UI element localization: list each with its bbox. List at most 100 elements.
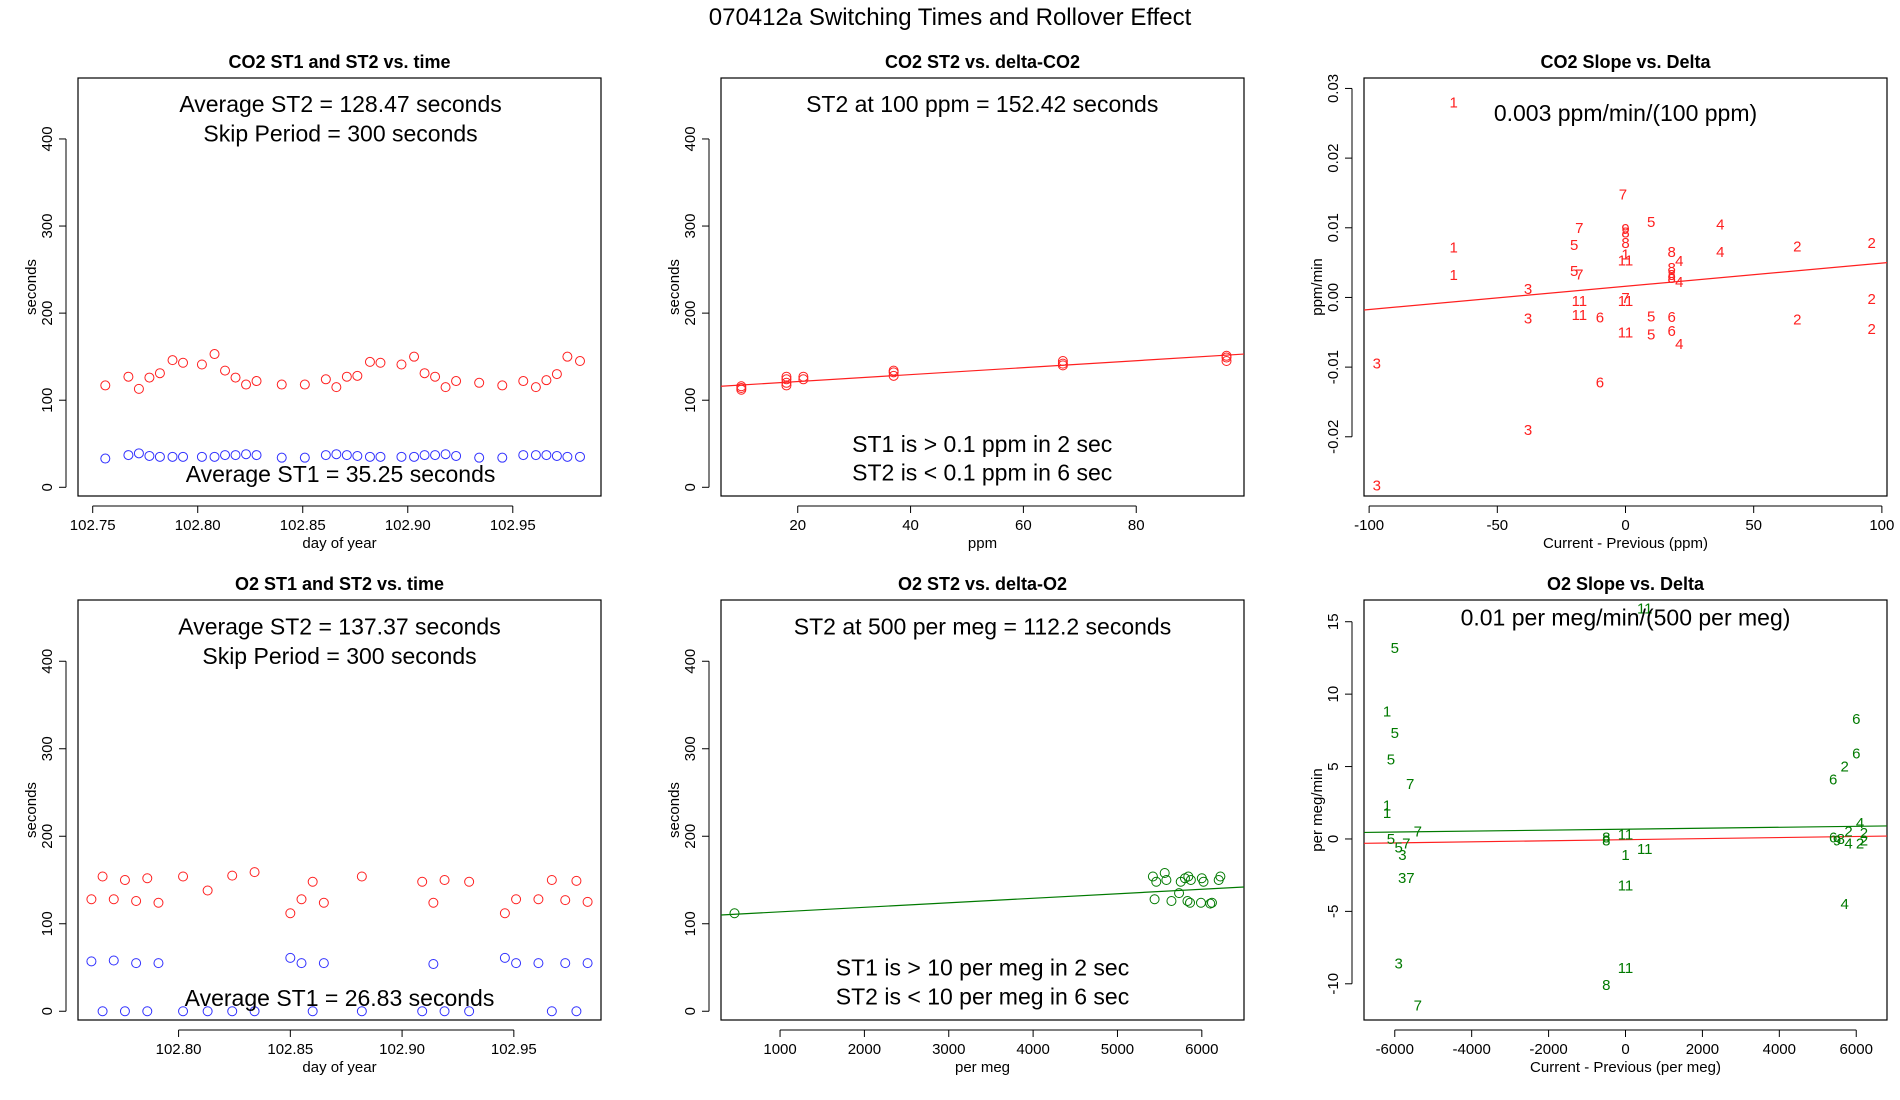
point-label: 2 xyxy=(1856,835,1864,852)
data-point-st2 xyxy=(1195,897,1206,908)
point-label: 6 xyxy=(1596,310,1604,327)
point-label: 2 xyxy=(1793,312,1801,329)
fit-line-red xyxy=(1363,835,1888,844)
data-point-st1-high xyxy=(131,958,142,969)
x-tick-label: 102.80 xyxy=(156,1041,202,1058)
data-point-st1 xyxy=(352,450,363,461)
x-tick-label: -2000 xyxy=(1529,1041,1567,1058)
data-point-st2 xyxy=(582,896,593,907)
data-point-st2 xyxy=(1206,897,1217,908)
data-point-st1 xyxy=(276,452,287,463)
y-tick-label: -0.01 xyxy=(1325,350,1342,384)
data-point-st1-high xyxy=(428,959,439,969)
data-point-st2 xyxy=(178,357,189,368)
point-label: 5 xyxy=(1647,308,1655,325)
y-tick-label: 10 xyxy=(1325,686,1342,703)
point-label: 11 xyxy=(1618,960,1634,977)
x-tick-label: 102.85 xyxy=(280,517,326,534)
point-label: 4 xyxy=(1675,336,1683,353)
point-label: 7 xyxy=(1414,998,1422,1015)
data-point-st2 xyxy=(202,885,213,896)
x-tick-label: 102.80 xyxy=(175,517,221,534)
annotation-text: ST2 at 100 ppm = 152.42 seconds xyxy=(806,91,1158,117)
point-label: 5 xyxy=(1387,751,1395,768)
point-label: 6 xyxy=(1829,772,1837,789)
chart-title: CO2 ST2 vs. delta-CO2 xyxy=(885,52,1080,72)
data-point-st2 xyxy=(533,894,544,905)
fit-line-red xyxy=(1363,262,1888,311)
data-point-st2 xyxy=(249,867,260,878)
data-point-st2 xyxy=(541,375,552,386)
annotation-text: Average ST1 = 26.83 seconds xyxy=(185,985,495,1011)
y-tick-label: 200 xyxy=(682,301,699,326)
data-point-st1-high xyxy=(582,958,593,969)
point-label: 2 xyxy=(1793,239,1801,256)
y-tick-label: 300 xyxy=(39,214,56,239)
point-label: 1 xyxy=(1621,847,1629,864)
data-point-st2 xyxy=(1161,875,1172,885)
data-point-st1-high xyxy=(285,952,296,963)
point-label: 7 xyxy=(1575,220,1583,237)
data-point-st1-high xyxy=(499,952,510,963)
data-point-st2 xyxy=(144,372,155,383)
x-tick-label: -50 xyxy=(1486,517,1508,534)
point-label: 2 xyxy=(1867,321,1875,338)
x-axis-label: ppm xyxy=(968,535,997,552)
data-point-st2 xyxy=(133,383,144,394)
x-tick-label: 102.90 xyxy=(385,517,431,534)
point-label: 5 xyxy=(1570,263,1578,280)
y-tick-label: 100 xyxy=(682,388,699,413)
point-label: 8 xyxy=(1667,267,1675,284)
y-tick-label: -10 xyxy=(1325,973,1342,995)
data-point-st1 xyxy=(133,448,144,459)
data-point-st2 xyxy=(352,370,363,381)
x-tick-label: -4000 xyxy=(1452,1041,1490,1058)
point-label: 11 xyxy=(1618,877,1634,894)
point-label: 4 xyxy=(1856,815,1864,832)
point-label: 1 xyxy=(1621,246,1629,263)
fit-line-red xyxy=(720,353,1245,387)
data-point-st1-low xyxy=(227,1006,238,1017)
point-label: 2 xyxy=(1867,235,1875,252)
point-label: 11 xyxy=(1618,324,1634,341)
data-point-st2 xyxy=(153,897,164,908)
y-axis-label: seconds xyxy=(23,782,40,838)
data-point-st2 xyxy=(571,875,582,886)
data-point-st1 xyxy=(541,450,552,461)
data-point-st1 xyxy=(341,450,352,461)
data-point-st2 xyxy=(276,379,287,390)
y-tick-label: 300 xyxy=(39,736,56,761)
x-tick-label: 102.95 xyxy=(490,517,536,534)
data-point-st1 xyxy=(251,450,262,461)
data-point-st2 xyxy=(1185,897,1196,908)
chart-title: O2 ST1 and ST2 vs. time xyxy=(235,574,444,594)
x-tick-label: 1000 xyxy=(763,1041,796,1058)
data-point-st1 xyxy=(196,451,207,462)
x-tick-label: 5000 xyxy=(1101,1041,1134,1058)
data-point-st2 xyxy=(798,371,809,382)
data-point-st2 xyxy=(888,365,899,376)
chart-title: O2 ST2 vs. delta-O2 xyxy=(898,574,1067,594)
plot-frame xyxy=(1363,77,1888,497)
annotation-text: Skip Period = 300 seconds xyxy=(202,643,476,669)
data-point-st1-high xyxy=(533,958,544,969)
data-point-st2 xyxy=(781,371,792,382)
x-tick-label: -100 xyxy=(1354,517,1384,534)
data-point-st2 xyxy=(341,371,352,382)
chart-title: O2 Slope vs. Delta xyxy=(1547,574,1705,594)
data-point-st2 xyxy=(499,908,510,919)
chart-o2-time: O2 ST1 and ST2 vs. time 102.80 102.85 102.9… xyxy=(23,574,602,1076)
data-point-st1 xyxy=(241,449,252,460)
data-point-st2 xyxy=(131,896,142,906)
data-point-st1 xyxy=(497,452,508,463)
x-tick-label: 40 xyxy=(902,517,919,534)
data-point-st2 xyxy=(1205,898,1216,909)
y-axis-label: ppm/min xyxy=(1309,258,1326,316)
data-point-st2 xyxy=(364,356,375,367)
point-label: 5 xyxy=(1394,840,1402,857)
data-point-st1-high xyxy=(108,955,119,966)
point-label: 6 xyxy=(1829,830,1837,847)
chart-title: CO2 Slope vs. Delta xyxy=(1540,52,1711,72)
data-point-st2 xyxy=(375,357,386,368)
point-label: 1 xyxy=(1383,805,1391,822)
